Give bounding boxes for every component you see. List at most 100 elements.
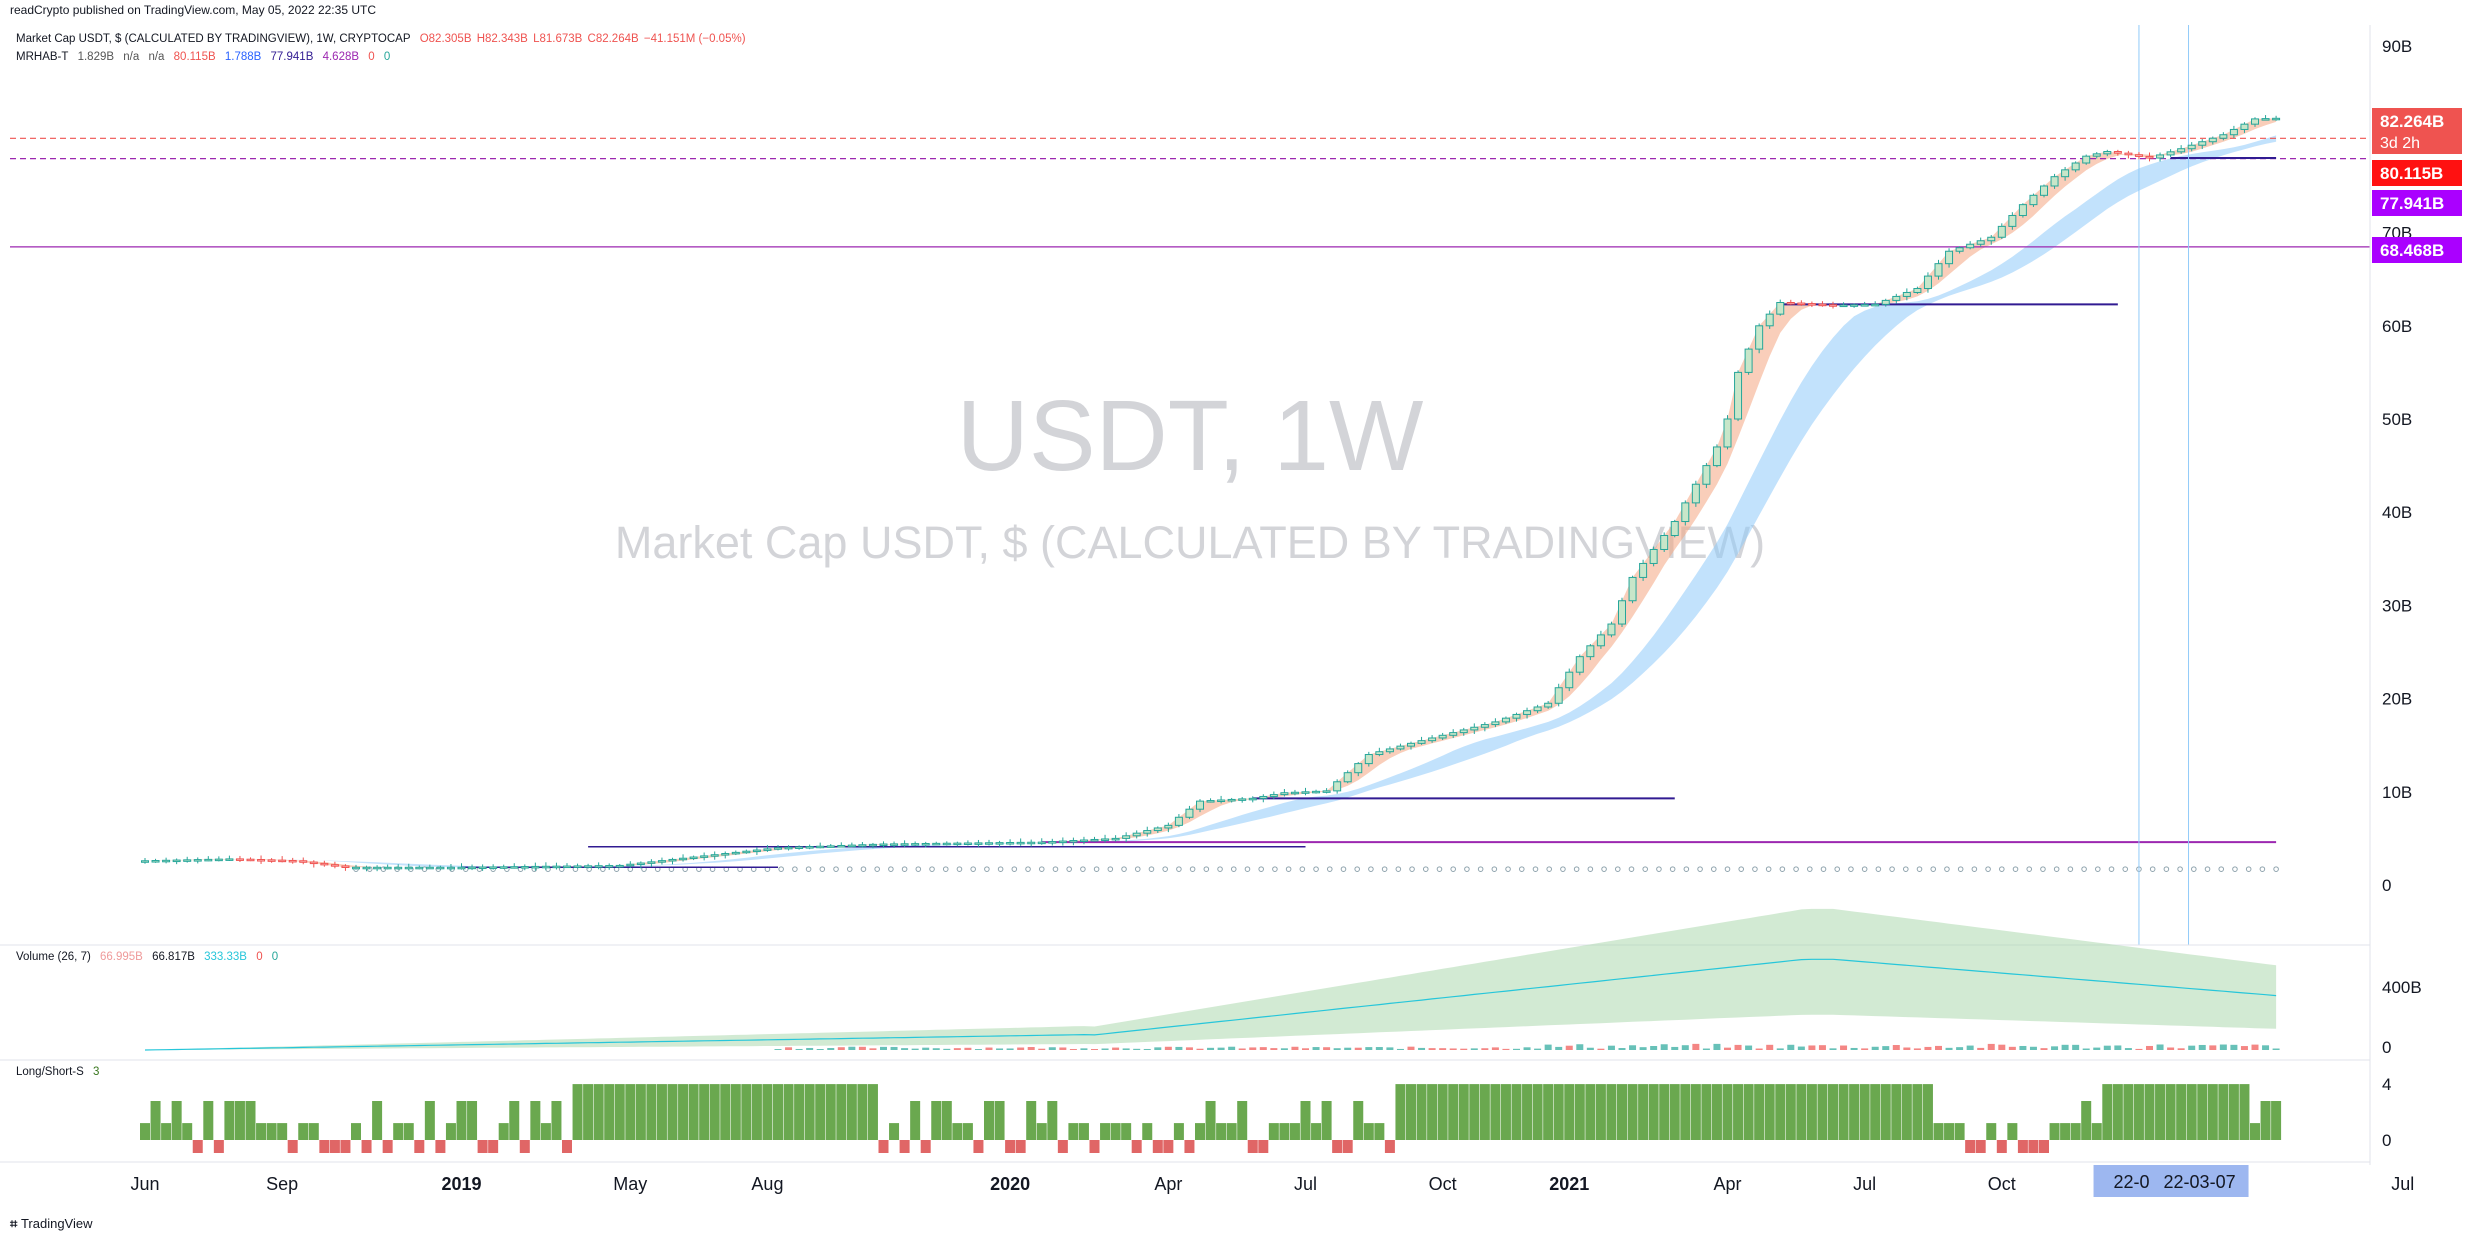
longshort-bar: [709, 1084, 720, 1140]
baseline-dot: [1628, 866, 1635, 872]
longshort-bar: [1944, 1123, 1955, 1140]
candle-body: [373, 866, 382, 870]
longshort-bar: [910, 1101, 921, 1140]
longshort-bar: [1733, 1084, 1744, 1140]
baseline-dot: [1971, 866, 1978, 872]
volume-bar: [1280, 1048, 1288, 1050]
longshort-bar: [1975, 1140, 1986, 1153]
candle-body: [1755, 325, 1764, 350]
x-tick-label: Oct: [1988, 1174, 2016, 1194]
footer-brand[interactable]: ⌗ TradingView: [10, 1216, 93, 1232]
baseline-dot: [1409, 866, 1415, 872]
longshort-bar: [741, 1084, 752, 1140]
longshort-bar: [2060, 1123, 2071, 1140]
volume-bar: [795, 1048, 803, 1050]
candle-body: [225, 858, 234, 861]
indicator-legend[interactable]: MRHAB-T 1.829B n/a n/a 80.115B 1.788B 77…: [16, 51, 396, 63]
main-legend[interactable]: Market Cap USDT, $ (CALCULATED BY TRADIN…: [16, 33, 752, 45]
indicator-v6: 77.941B: [270, 51, 314, 63]
candle-body: [1628, 576, 1637, 602]
baseline-dot: [860, 866, 867, 872]
candle-body: [1681, 502, 1690, 523]
volume-legend[interactable]: Volume (26, 7) 66.995B 66.817B 333.33B 0…: [16, 951, 284, 963]
candle-body: [1227, 798, 1236, 802]
longshort-bar: [540, 1123, 551, 1140]
volume-bar: [1776, 1048, 1784, 1050]
volume-bar: [1523, 1047, 1531, 1050]
volume-bar: [1175, 1046, 1183, 1050]
legend-low: L81.673B: [533, 33, 583, 45]
candle-body: [1765, 313, 1774, 327]
volume-bar: [1513, 1048, 1520, 1050]
candle-body: [1016, 841, 1025, 845]
baseline-dot: [1999, 866, 2005, 872]
candle-body: [626, 863, 635, 867]
candle-body: [1860, 304, 1869, 307]
volume-bar: [1302, 1048, 1309, 1050]
x-tick-label: Jun: [130, 1174, 159, 1194]
candle-body: [805, 846, 814, 849]
candle-body: [2071, 162, 2080, 171]
baseline-dot: [1806, 866, 1813, 872]
longshort-bar: [1543, 1084, 1554, 1140]
candle-body: [499, 866, 508, 869]
volume-bar: [785, 1047, 793, 1050]
candle-body: [2050, 176, 2059, 187]
longshort-bar: [203, 1101, 214, 1140]
candle-body: [1533, 706, 1542, 712]
indicator-v5: 1.788B: [224, 51, 262, 63]
candle-body: [1797, 302, 1806, 306]
longshort-bar: [646, 1084, 657, 1140]
longshort-bar: [2144, 1084, 2155, 1140]
baseline-dot: [2273, 866, 2279, 872]
candle-body: [1143, 830, 1152, 834]
volume-name: Volume (26, 7): [16, 951, 91, 963]
volume-bar: [890, 1046, 898, 1050]
candle-body: [594, 865, 603, 868]
time-axis[interactable]: Jun Sep 2019 May Aug 2020 Apr Jul Oct 2021 Apr Jul O…: [130, 1165, 2474, 1197]
volume-bar: [1386, 1047, 1394, 1050]
longshort-bar: [1849, 1084, 1860, 1140]
volume-v5: 0: [271, 951, 279, 963]
volume-bar: [1966, 1045, 1974, 1050]
candle-body: [858, 844, 867, 847]
candle-body: [1101, 838, 1110, 841]
longshort-bar: [783, 1084, 794, 1140]
crosshair-date-label: 22-03-07: [2164, 1172, 2236, 1192]
volume-bar: [1565, 1045, 1573, 1050]
legend-close: C82.264B: [587, 33, 639, 45]
candle-body: [1997, 225, 2006, 238]
volume-bar: [1987, 1043, 1995, 1050]
candle-body: [330, 864, 339, 867]
volume-bar: [1006, 1048, 1014, 1050]
volume-bar: [837, 1047, 845, 1050]
volume-ma-line: [144, 958, 2277, 1051]
candle-body: [1660, 535, 1669, 550]
baseline-dot: [1902, 866, 1909, 872]
indicator-name: MRHAB-T: [16, 51, 69, 63]
longshort-bar: [1321, 1101, 1332, 1140]
longshort-legend[interactable]: Long/Short-S 3: [16, 1066, 105, 1078]
baseline-dot: [2067, 866, 2074, 872]
volume-bar: [1724, 1047, 1731, 1050]
longshort-bar: [467, 1101, 478, 1140]
candle-body: [320, 862, 329, 866]
longshort-bar: [182, 1123, 193, 1140]
x-tick-label: 2021: [1549, 1174, 1589, 1194]
longshort-bar: [213, 1140, 224, 1153]
baseline-dot: [1230, 866, 1237, 872]
candle-body: [288, 859, 297, 863]
longshort-bar: [1595, 1084, 1606, 1140]
volume-bar: [1977, 1047, 1985, 1050]
longshort-bar: [1891, 1084, 1902, 1140]
volume-bar: [1639, 1047, 1647, 1050]
longshort-bar: [1089, 1140, 1100, 1153]
volume-bar: [2177, 1048, 2185, 1050]
volume-bar: [806, 1047, 814, 1050]
volume-bar: [2103, 1045, 2111, 1050]
baseline-dot: [1505, 866, 1511, 872]
baseline-dot: [2218, 866, 2225, 872]
volume-bar: [1428, 1048, 1436, 1050]
